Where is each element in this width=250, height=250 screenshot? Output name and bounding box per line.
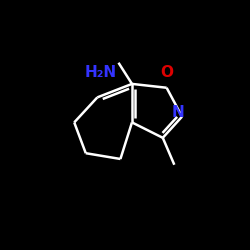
Text: N: N — [172, 105, 184, 120]
Text: O: O — [160, 65, 173, 80]
Text: H₂N: H₂N — [85, 65, 117, 80]
